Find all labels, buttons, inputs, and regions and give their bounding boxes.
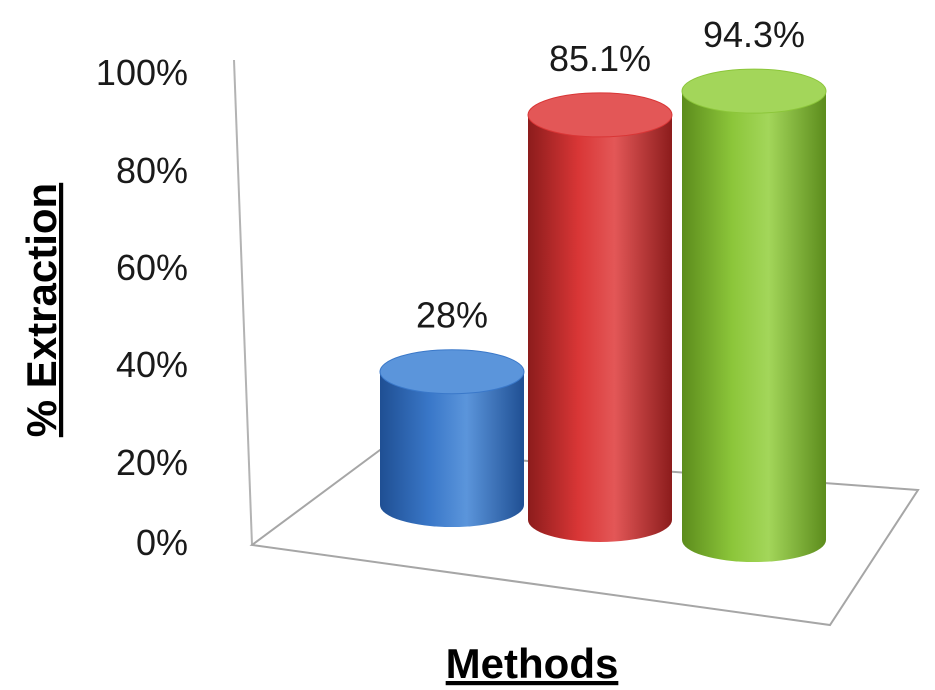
y-tick-label: 60% (116, 247, 188, 288)
y-tick-label: 0% (136, 522, 188, 563)
chart-frame (233, 59, 920, 627)
y-tick-label: 80% (116, 150, 188, 191)
bar-body (380, 371, 524, 527)
y-tick-label: 100% (96, 52, 188, 93)
bar (681, 68, 827, 562)
chart-floor (249, 448, 920, 627)
y-tick-label: 20% (116, 442, 188, 483)
bar-body (682, 91, 826, 562)
bar (527, 92, 673, 542)
bar-body (528, 114, 672, 542)
bar-top (379, 349, 525, 395)
bars: 28% 85.1% 94.3% (379, 14, 827, 562)
bar-top (527, 92, 673, 138)
y-axis-title: % Extraction (18, 183, 65, 437)
data-label: 94.3% (703, 14, 805, 55)
data-label: 85.1% (549, 38, 651, 79)
bar-top (681, 68, 827, 114)
bar (379, 349, 525, 527)
data-label: 28% (416, 295, 488, 336)
y-tick-label: 40% (116, 344, 188, 385)
x-axis-title: Methods (446, 640, 619, 687)
back-wall-edge (233, 59, 253, 546)
y-axis-ticks: 0% 20% 40% 60% 80% 100% (96, 52, 188, 563)
